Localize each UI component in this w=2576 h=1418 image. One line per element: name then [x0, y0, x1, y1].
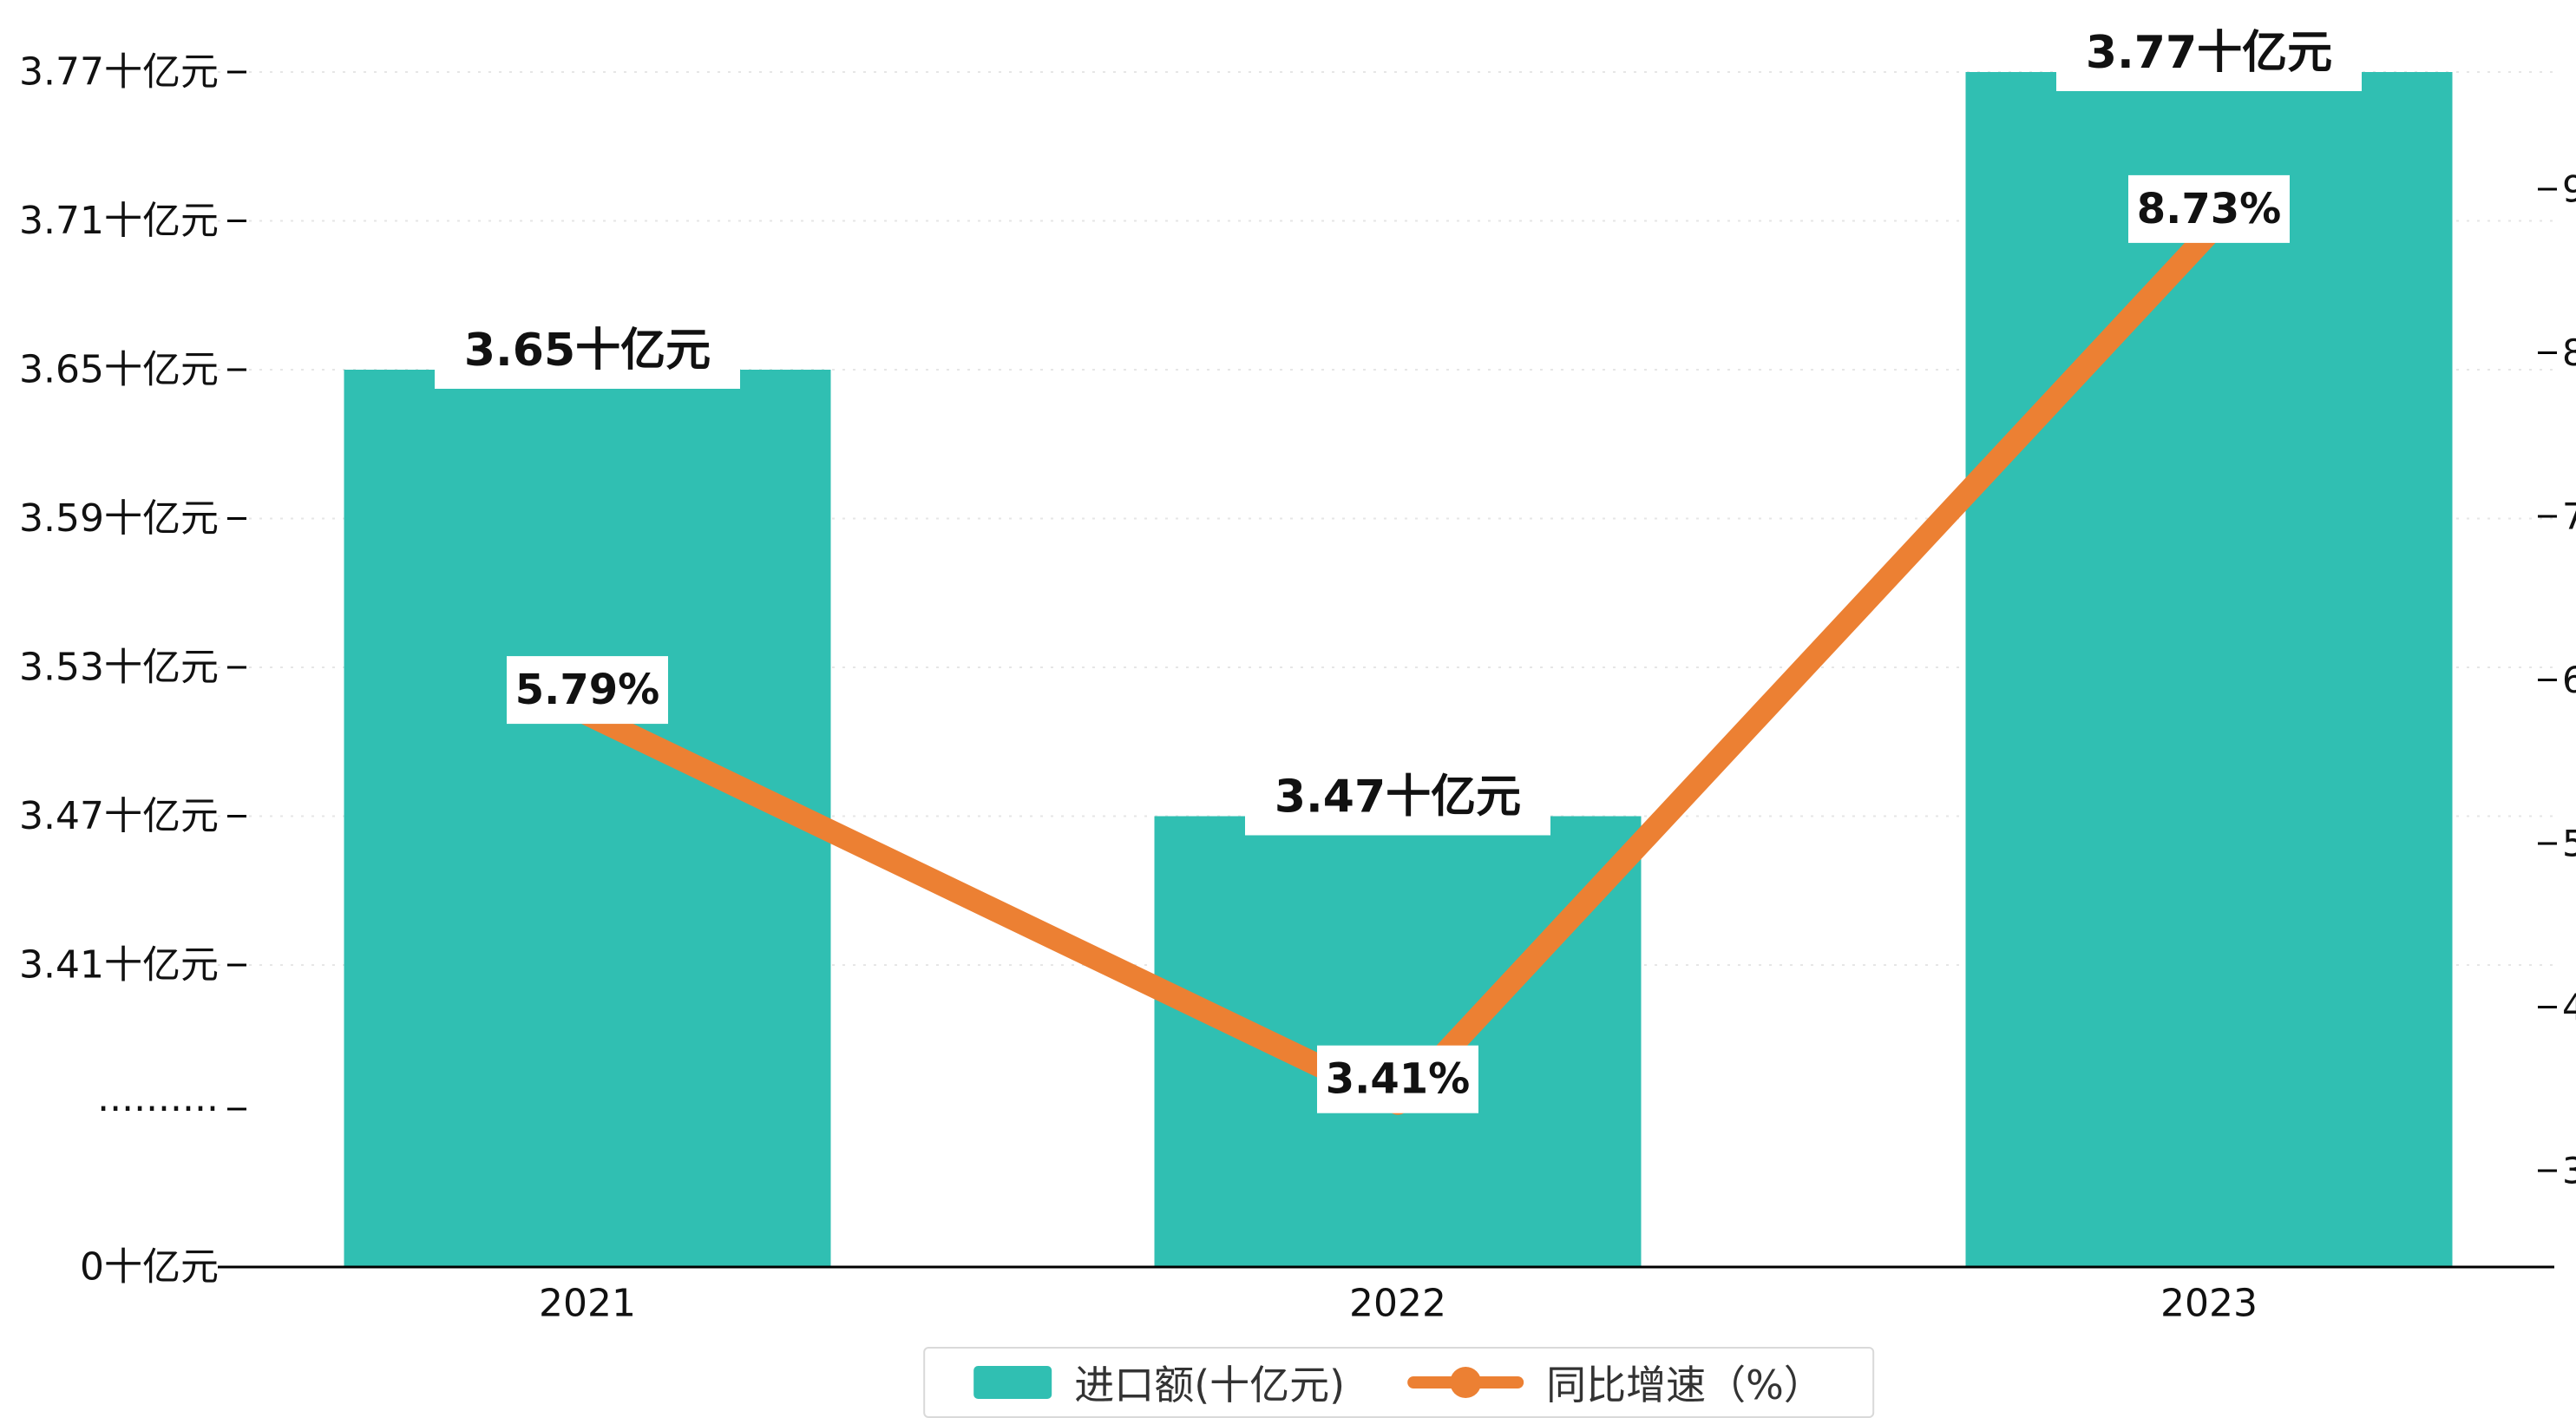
left-axis: 3.77十亿元 3.71十亿元 3.65十亿元 3.59十亿元 3.53十亿元 3.47十…: [19, 50, 246, 1290]
x-axis-label-2021: 2021: [539, 1282, 636, 1326]
left-axis-tick-label: 3.65十亿元: [19, 348, 219, 392]
right-axis-tick-label: 6: [2562, 659, 2576, 701]
legend-label-growth: 同比增速（%）: [1546, 1362, 1824, 1408]
bar-label-2022: 3.47十亿元: [1275, 771, 1521, 824]
bar-value-labels: 3.65十亿元 3.47十亿元 3.77十亿元: [435, 15, 2362, 836]
x-axis-label-2022: 2022: [1349, 1282, 1446, 1326]
right-axis-tick-label: 5: [2562, 823, 2576, 865]
left-axis-tick-label: 3.59十亿元: [19, 496, 219, 541]
left-axis-tick-label: 3.41十亿元: [19, 943, 219, 988]
right-axis: 9 8 7 6 5 4 3: [2538, 168, 2576, 1192]
bar-2023: [1965, 72, 2453, 1267]
left-axis-tick-label: 3.77十亿元: [19, 50, 219, 95]
right-axis-tick-label: 4: [2562, 986, 2576, 1028]
line-value-labels: 5.79% 3.41% 8.73%: [507, 174, 2290, 1113]
bar-2022: [1154, 816, 1642, 1267]
bar-label-2021: 3.65十亿元: [464, 325, 711, 377]
left-axis-tick-label: 3.47十亿元: [19, 794, 219, 838]
line-label-2022: 3.41%: [1326, 1055, 1471, 1104]
line-series-dot-icon: [1450, 1367, 1482, 1398]
left-axis-tick-label: ··········: [97, 1087, 219, 1132]
line-series-swatch-icon: [1407, 1367, 1524, 1398]
right-axis-tick-label: 7: [2562, 496, 2576, 538]
left-axis-tick-label: 3.53十亿元: [19, 646, 219, 690]
right-axis-tick-label: 9: [2562, 168, 2576, 211]
bar-series: [344, 72, 2453, 1267]
right-axis-tick-label: 3: [2562, 1150, 2576, 1192]
left-axis-tick-label: 3.71十亿元: [19, 199, 219, 243]
legend-item-imports[interactable]: 进口额(十亿元): [973, 1354, 1345, 1411]
bar-2021: [344, 370, 831, 1267]
line-label-2021: 5.79%: [515, 666, 660, 714]
x-axis-label-2023: 2023: [2160, 1282, 2258, 1326]
bar-label-2023: 3.77十亿元: [2086, 27, 2332, 79]
line-label-2023: 8.73%: [2137, 185, 2282, 233]
bar-series-swatch-icon: [973, 1366, 1052, 1399]
legend: 进口额(十亿元) 同比增速（%）: [923, 1347, 1874, 1418]
right-axis-tick-label: 8: [2562, 332, 2576, 374]
left-axis-tick-label: 0十亿元: [80, 1245, 219, 1290]
legend-label-imports: 进口额(十亿元): [1074, 1362, 1346, 1408]
x-axis-labels: 2021 2022 2023: [539, 1282, 2258, 1326]
legend-item-growth[interactable]: 同比增速（%）: [1407, 1354, 1824, 1411]
